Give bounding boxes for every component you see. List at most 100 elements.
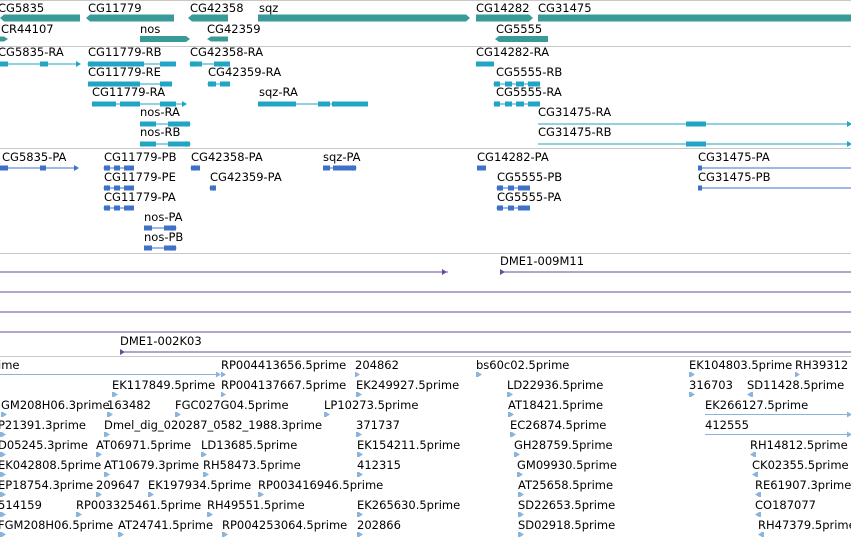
est-glyph[interactable] [355, 372, 360, 377]
transcript-label[interactable]: CG11779-RE [88, 65, 161, 79]
transcript-glyph-exon[interactable] [88, 81, 112, 87]
transcript-glyph-arrow[interactable] [493, 81, 498, 87]
transcript-glyph-exon[interactable] [112, 61, 144, 67]
transcript-glyph-exon[interactable] [505, 101, 512, 107]
est-label[interactable]: RP003416946.5prime [258, 478, 384, 492]
est-glyph[interactable] [76, 512, 82, 517]
est-label[interactable]: AT25658.5prime [518, 478, 614, 492]
est-glyph[interactable] [221, 392, 226, 397]
protein-glyph-arrow[interactable] [190, 165, 195, 171]
est-glyph[interactable] [689, 372, 695, 377]
est-glyph[interactable] [1, 412, 7, 417]
protein-glyph-exon[interactable] [114, 165, 120, 171]
transcript-glyph-exon[interactable] [140, 141, 156, 147]
transcript-glyph-exon[interactable] [168, 121, 190, 127]
protein-glyph-arrow[interactable] [74, 165, 79, 171]
protein-glyph-exon[interactable] [323, 165, 330, 171]
est-glyph[interactable] [0, 452, 6, 457]
transcript-label[interactable]: CG31475-RA [538, 105, 612, 119]
transcript-label[interactable]: nos-RA [140, 105, 180, 119]
est-glyph[interactable] [222, 532, 228, 537]
est-label[interactable]: RH14812.5prime [750, 438, 848, 452]
est-glyph[interactable] [118, 532, 124, 537]
gene-label[interactable]: nos [140, 22, 161, 36]
transcript-glyph-exon[interactable] [160, 61, 176, 67]
protein-glyph-exon[interactable] [477, 165, 486, 171]
est-label[interactable]: CO187077 [755, 498, 816, 512]
est-glyph[interactable] [517, 472, 523, 477]
est-glyph[interactable] [107, 412, 113, 417]
protein-label[interactable]: CG11779-PB [104, 150, 177, 164]
protein-glyph-arrow[interactable] [496, 185, 501, 191]
transcript-label[interactable]: CG11779-RA [92, 85, 166, 99]
est-label[interactable]: EK104803.5prime [689, 358, 793, 372]
transcript-glyph-arrow[interactable] [182, 101, 187, 107]
transcript-glyph-exon[interactable] [686, 121, 706, 127]
est-label[interactable]: 412555 [705, 418, 749, 432]
transcript-glyph-arrow[interactable] [847, 121, 851, 127]
est-label[interactable]: EP18754.3prime [0, 478, 94, 492]
est-label[interactable]: RP003325461.5prime [76, 498, 202, 512]
protein-glyph-exon[interactable] [518, 185, 530, 191]
transcript-glyph-arrow[interactable] [207, 81, 212, 87]
transcript-glyph-exon[interactable] [318, 101, 330, 107]
transcript-glyph-exon[interactable] [505, 81, 512, 87]
est-label[interactable]: SD02918.5prime [518, 518, 616, 532]
protein-glyph-exon[interactable] [518, 205, 530, 211]
est-glyph[interactable] [148, 492, 154, 497]
est-label[interactable]: D05245.3prime [0, 438, 88, 452]
transcript-glyph-exon[interactable] [168, 141, 190, 147]
transcript-glyph-arrow[interactable] [87, 61, 92, 67]
est-glyph[interactable] [357, 532, 363, 537]
transcript-glyph-exon[interactable] [528, 81, 540, 87]
transcript-label[interactable]: CG14282-RA [476, 45, 550, 59]
est-label[interactable]: EK265630.5prime [357, 498, 461, 512]
transcript-label[interactable]: sqz-RA [259, 85, 298, 99]
est-glyph[interactable] [508, 412, 514, 417]
transcript-glyph-exon[interactable] [40, 61, 48, 67]
est-glyph[interactable] [747, 392, 753, 397]
protein-label[interactable]: CG5835-PA [2, 150, 67, 164]
est-label[interactable]: ime [0, 358, 20, 372]
bac-label[interactable]: DME1-009M11 [500, 254, 585, 268]
transcript-glyph-arrow[interactable] [76, 61, 81, 67]
gene-glyph[interactable] [258, 14, 470, 22]
est-glyph[interactable] [476, 372, 482, 377]
transcript-label[interactable]: nos-RB [140, 125, 181, 139]
est-label[interactable]: RE61907.3prime [755, 478, 851, 492]
est-label[interactable]: RH58473.5prime [203, 458, 301, 472]
est-glyph[interactable] [357, 512, 363, 517]
est-label[interactable]: 412315 [357, 458, 401, 472]
est-label[interactable]: SD22653.5prime [518, 498, 616, 512]
transcript-glyph-exon[interactable] [92, 101, 116, 107]
protein-label[interactable]: CG11779-PA [104, 190, 176, 204]
gene-glyph[interactable] [188, 14, 228, 22]
est-glyph-arrow[interactable] [216, 371, 221, 378]
protein-glyph-arrow[interactable] [103, 205, 108, 211]
transcript-glyph-exon[interactable] [140, 121, 156, 127]
gene-label[interactable]: CG14282 [476, 1, 530, 15]
est-glyph[interactable] [752, 472, 758, 477]
est-glyph[interactable] [175, 412, 181, 417]
transcript-glyph-exon[interactable] [112, 81, 140, 87]
est-glyph[interactable] [0, 532, 6, 537]
est-glyph[interactable] [324, 412, 330, 417]
est-glyph[interactable] [758, 532, 764, 537]
protein-glyph-exon[interactable] [114, 185, 120, 191]
est-glyph[interactable] [518, 512, 524, 517]
gene-glyph[interactable] [0, 36, 8, 42]
est-glyph[interactable] [221, 372, 226, 377]
est-label[interactable]: LD22936.5prime [507, 378, 604, 392]
transcript-glyph-exon[interactable] [160, 101, 176, 107]
protein-glyph-exon[interactable] [698, 165, 702, 171]
gene-glyph[interactable] [495, 36, 548, 42]
est-label[interactable]: GH28759.5prime [514, 438, 613, 452]
est-glyph[interactable] [96, 452, 102, 457]
transcript-label[interactable]: CG11779-RB [88, 45, 162, 59]
est-glyph-arrow[interactable] [847, 431, 851, 438]
est-label[interactable]: EK266127.5prime [705, 398, 809, 412]
est-glyph[interactable] [0, 432, 6, 437]
transcript-label[interactable]: CG42358-RA [190, 45, 264, 59]
est-glyph[interactable] [514, 452, 520, 457]
est-label[interactable]: EK249927.5prime [356, 378, 460, 392]
